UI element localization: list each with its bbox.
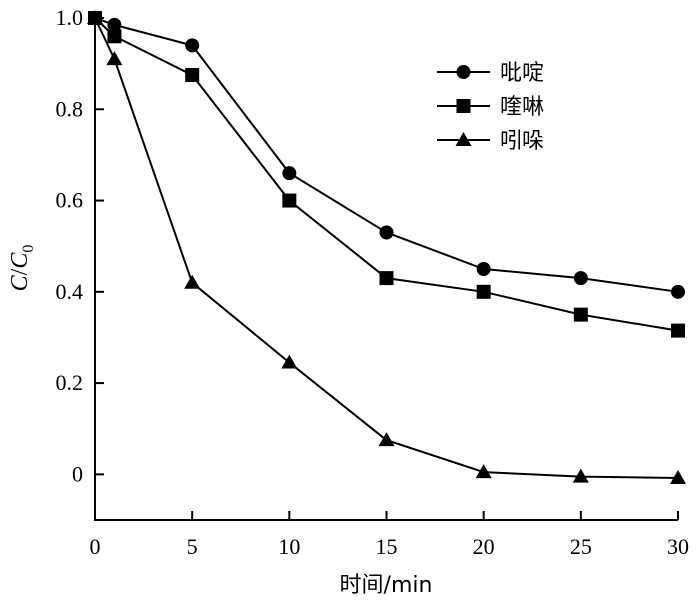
- series-line: [94, 17, 679, 480]
- y-tick-label: 1.0: [56, 5, 84, 30]
- data-point-triangle: [572, 468, 589, 483]
- data-point-triangle: [378, 432, 395, 447]
- x-ticks: 0 5 10 15 20 25 30: [90, 511, 689, 559]
- data-point-triangle: [106, 51, 123, 66]
- data-point-circle: [573, 271, 588, 286]
- series-layer: [87, 10, 686, 485]
- x-axis-title: 时间/min: [340, 573, 433, 598]
- y-tick-label: 0.8: [56, 96, 84, 121]
- x-tick-label: 30: [667, 534, 689, 559]
- data-point-square: [282, 193, 297, 208]
- x-tick-label: 5: [187, 534, 198, 559]
- data-point-triangle: [670, 470, 686, 485]
- x-tick-label: 20: [473, 534, 495, 559]
- data-point-square: [107, 29, 122, 44]
- data-point-triangle: [87, 10, 103, 24]
- legend-item: 吲哚: [437, 129, 544, 154]
- data-point-circle: [185, 38, 200, 53]
- legend-label: 吲哚: [500, 129, 544, 154]
- data-point-square: [573, 307, 588, 322]
- y-tick-label: 0: [72, 461, 83, 486]
- y-axis-title: C/C0: [7, 245, 37, 292]
- legend-marker-triangle: [455, 132, 472, 146]
- legend-marker-circle: [456, 65, 471, 79]
- data-point-square: [379, 271, 394, 286]
- data-point-circle: [107, 17, 122, 32]
- data-point-circle: [379, 225, 394, 240]
- data-point-square: [476, 284, 491, 299]
- y-axis-title-numerator: C: [7, 274, 33, 291]
- y-axis-title-denominator: C: [7, 252, 33, 269]
- x-tick-label: 15: [376, 534, 398, 559]
- data-point-circle: [671, 284, 685, 299]
- series-triangle: [87, 10, 686, 485]
- data-point-square: [185, 68, 200, 83]
- legend-marker-square: [456, 99, 471, 113]
- y-tick-label: 0.2: [56, 370, 84, 395]
- series-square: [88, 11, 685, 338]
- legend-label: 吡啶: [500, 61, 544, 86]
- data-point-square: [671, 323, 685, 338]
- data-point-triangle: [281, 354, 298, 369]
- series-line: [94, 17, 679, 332]
- data-point-triangle: [184, 274, 201, 289]
- x-tick-label: 0: [90, 534, 101, 559]
- x-tick-label: 25: [570, 534, 592, 559]
- y-tick-label: 0.6: [56, 188, 84, 213]
- y-tick-label: 0.4: [56, 279, 84, 304]
- legend-item: 吡啶: [437, 61, 544, 86]
- y-ticks: 0 0.2 0.4 0.6 0.8 1.0: [56, 5, 104, 486]
- data-point-triangle: [475, 464, 492, 479]
- data-point-circle: [476, 262, 491, 276]
- series-line: [94, 17, 679, 293]
- x-tick-label: 10: [278, 534, 300, 559]
- y-axis-title-slash: /: [7, 268, 33, 275]
- data-point-circle: [282, 166, 297, 181]
- legend-item: 喹啉: [437, 95, 544, 120]
- series-circle: [88, 11, 685, 299]
- legend-label: 喹啉: [500, 95, 544, 120]
- y-axis-title-subscript: 0: [20, 245, 37, 253]
